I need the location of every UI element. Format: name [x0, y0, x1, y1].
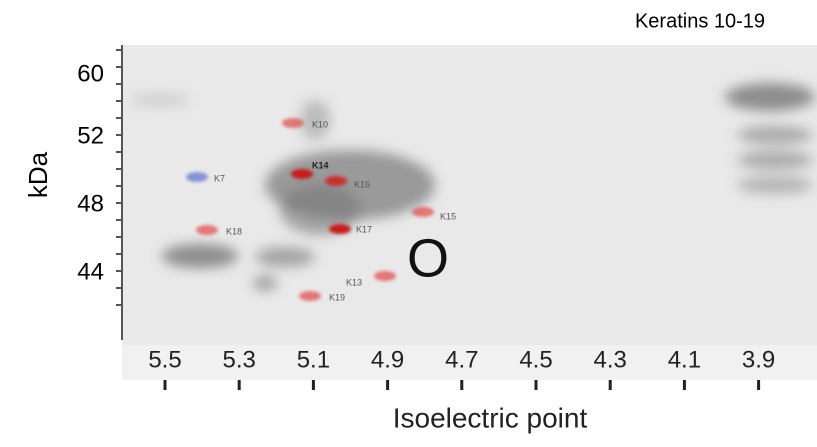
x-tick-label: 4.3 — [594, 346, 627, 373]
spot — [374, 271, 396, 281]
spot-label: K13 — [346, 277, 362, 287]
x-axis-label: Isoelectric point — [393, 402, 588, 433]
x-tick-label: 5.3 — [223, 346, 256, 373]
spot-label: K14 — [312, 160, 329, 170]
x-tick-label: 4.7 — [445, 346, 478, 373]
y-tick-label: 48 — [77, 190, 104, 217]
x-tick-label: 4.9 — [371, 346, 404, 373]
spot — [325, 176, 347, 186]
x-tick-label: 5.5 — [148, 346, 181, 373]
spot — [196, 225, 218, 235]
spot — [282, 118, 304, 128]
spot — [412, 207, 434, 217]
spot-label: K15 — [440, 211, 456, 221]
figure: Keratins 10-19 kDa Isoelectric point O 6… — [0, 0, 817, 447]
x-tick-label: 4.5 — [519, 346, 552, 373]
x-tick-label: 3.9 — [742, 346, 775, 373]
spot — [329, 224, 351, 234]
y-tick-label: 44 — [77, 258, 104, 285]
spot-label: K16 — [354, 179, 370, 189]
spot — [299, 291, 321, 301]
spot-label: K17 — [356, 224, 372, 234]
spot-label: K7 — [214, 173, 225, 183]
marker: O — [407, 228, 449, 288]
spot — [291, 169, 313, 179]
y-tick-label: 60 — [77, 60, 104, 87]
x-tick-label: 4.1 — [668, 346, 701, 373]
spot — [186, 172, 208, 182]
spot-label: K10 — [312, 119, 328, 129]
spot-label: K18 — [226, 226, 242, 236]
y-tick-label: 52 — [77, 122, 104, 149]
gel — [122, 45, 817, 345]
y-axis-label: kDa — [23, 151, 53, 198]
spot-label: K19 — [329, 292, 345, 302]
title: Keratins 10-19 — [635, 10, 765, 32]
x-tick-label: 5.1 — [297, 346, 330, 373]
